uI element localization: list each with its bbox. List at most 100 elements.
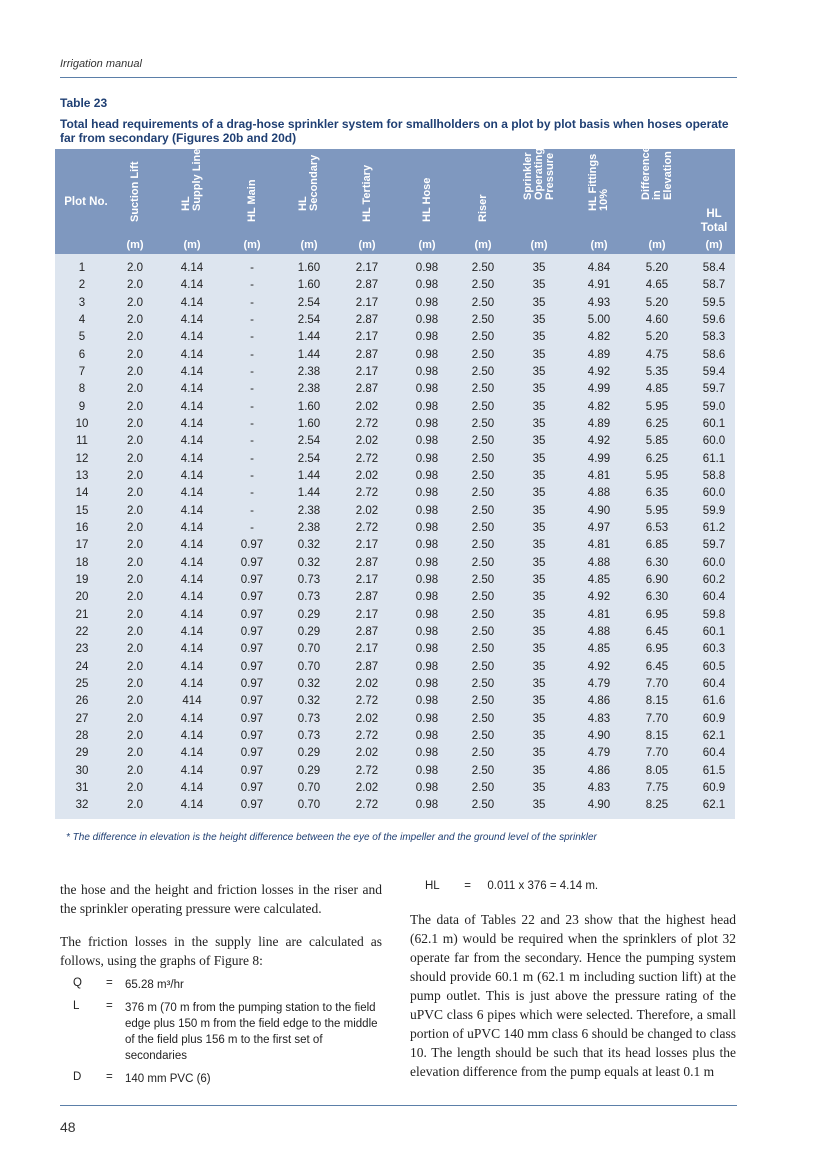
column-unit: (m) <box>126 239 144 251</box>
column-header: Riser <box>454 149 512 237</box>
table-cell: 0.98 <box>415 608 439 621</box>
table-cell: 2.54 <box>297 435 321 448</box>
table-cell: 60.4 <box>702 747 726 760</box>
table-cell: 4.83 <box>587 781 611 794</box>
table-cell: 35 <box>532 660 546 673</box>
table-cell: 2.02 <box>355 504 379 517</box>
table-cell: - <box>250 383 254 396</box>
table-footnote: * The difference in elevation is the hei… <box>66 832 597 843</box>
table-row: 17 2.0 4.14 0.97 0.32 2.17 0.98 2.50 35 4.81 6.85 5… <box>55 538 735 555</box>
table-cell: 27 <box>75 712 89 725</box>
table-cell: 2.50 <box>471 452 495 465</box>
table-cell: 0.98 <box>415 781 439 794</box>
table-cell: 1.60 <box>297 279 321 292</box>
table-cell: 2.0 <box>127 764 143 777</box>
equation-equals: = <box>464 880 471 892</box>
table-cell: 4.14 <box>180 435 204 448</box>
table-cell: 35 <box>532 262 546 274</box>
table-cell: - <box>250 504 254 517</box>
table-cell: 2.72 <box>355 799 379 812</box>
column-header-line: Operating <box>532 148 545 200</box>
table-cell: 0.97 <box>240 625 264 638</box>
table-cell: 6.85 <box>645 539 669 552</box>
table-cell: 2.0 <box>127 591 143 604</box>
table-cell: 2.02 <box>355 781 379 794</box>
table-cell: 4.92 <box>587 435 611 448</box>
table-cell: 2.0 <box>127 712 143 725</box>
table-cell: 4.92 <box>587 591 611 604</box>
column-header-text: Suction Lift <box>129 162 141 223</box>
table-cell: 35 <box>532 799 546 812</box>
table-cell: 2.50 <box>471 279 495 292</box>
table-cell: 4 <box>78 313 86 326</box>
table-cell: 2.0 <box>127 573 143 586</box>
table-row: 26 2.0 414 0.97 0.32 2.72 0.98 2.50 35 4.86 8.15 61… <box>55 694 735 711</box>
table-cell: 2.0 <box>127 747 143 760</box>
table-cell: 2.87 <box>355 591 379 604</box>
table-cell: 2.50 <box>471 764 495 777</box>
table-cell: 0.98 <box>415 521 439 534</box>
table-cell: 6.95 <box>645 608 669 621</box>
table-cell: 2.0 <box>127 383 143 396</box>
table-cell: 2.50 <box>471 712 495 725</box>
table-row: 15 2.0 4.14 - 2.38 2.02 0.98 2.50 35 4.90 5.95 59.9 <box>55 504 735 521</box>
table-cell: 2.38 <box>297 383 321 396</box>
table-cell: 2.38 <box>297 504 321 517</box>
table-cell: 2.0 <box>127 677 143 690</box>
table-cell: 25 <box>75 677 89 690</box>
table-cell: 35 <box>532 469 546 482</box>
table-cell: 2.0 <box>127 331 143 344</box>
table-cell: 6.53 <box>645 521 669 534</box>
table-cell: 35 <box>532 608 546 621</box>
table-cell: 0.32 <box>297 677 321 690</box>
column-header: HL Total <box>685 207 743 235</box>
table-cell: 59.0 <box>702 400 726 413</box>
table-cell: 2.50 <box>471 625 495 638</box>
table-cell: 35 <box>532 383 546 396</box>
table-cell: 8.05 <box>645 764 669 777</box>
table-cell: 8.15 <box>645 729 669 742</box>
table-cell: 4.14 <box>180 348 204 361</box>
table-cell: 4.14 <box>180 313 204 326</box>
table-row: 11 2.0 4.14 - 2.54 2.02 0.98 2.50 35 4.92 5.85 60.0 <box>55 434 735 451</box>
column-header-text: Difference in Elevation * <box>640 144 674 200</box>
table-cell: 2.17 <box>355 608 379 621</box>
definition-row: Q = 65.28 m³/hr <box>60 977 380 993</box>
table-cell: 59.5 <box>702 296 726 309</box>
table-cell: 35 <box>532 729 546 742</box>
definition-value: 65.28 m³/hr <box>125 979 184 991</box>
table-cell: 2.72 <box>355 729 379 742</box>
data-table: Plot No. Suction Lift (m) HL Supply Line (m) H… <box>55 144 735 819</box>
table-cell: 2.0 <box>127 799 143 812</box>
table-cell: 35 <box>532 677 546 690</box>
table-cell: 2.50 <box>471 331 495 344</box>
table-cell: 4.14 <box>180 643 204 656</box>
table-cell: 4.14 <box>180 279 204 292</box>
table-cell: 0.98 <box>415 279 439 292</box>
table-cell: 2.54 <box>297 313 321 326</box>
column-header-line: Total <box>700 222 728 234</box>
table-cell: 0.98 <box>415 539 439 552</box>
table-cell: 2.54 <box>297 296 321 309</box>
table-cell: 4.14 <box>180 383 204 396</box>
table-cell: 4.86 <box>587 764 611 777</box>
table-row: 13 2.0 4.14 - 1.44 2.02 0.98 2.50 35 4.81 5.95 58.8 <box>55 469 735 486</box>
definition-value: 140 mm PVC (6) <box>125 1073 211 1085</box>
table-cell: 4.14 <box>180 591 204 604</box>
table-cell: 60.4 <box>702 591 726 604</box>
table-cell: 0.98 <box>415 799 439 812</box>
table-cell: 4.97 <box>587 521 611 534</box>
table-cell: 35 <box>532 643 546 656</box>
left-column: the hose and the height and friction los… <box>60 880 382 984</box>
table-row: 21 2.0 4.14 0.97 0.29 2.17 0.98 2.50 35 4.81 6.95 5… <box>55 608 735 625</box>
table-cell: 2.50 <box>471 556 495 569</box>
table-row: 4 2.0 4.14 - 2.54 2.87 0.98 2.50 35 5.00 4.60 59.6 <box>55 313 735 330</box>
table-cell: 2.50 <box>471 573 495 586</box>
table-cell: 5.95 <box>645 504 669 517</box>
table-cell: 5.20 <box>645 331 669 344</box>
table-cell: 35 <box>532 435 546 448</box>
column-header: Plot No. <box>57 195 115 209</box>
table-cell: - <box>250 296 254 309</box>
table-cell: 2.72 <box>355 452 379 465</box>
table-cell: 8 <box>78 383 86 396</box>
